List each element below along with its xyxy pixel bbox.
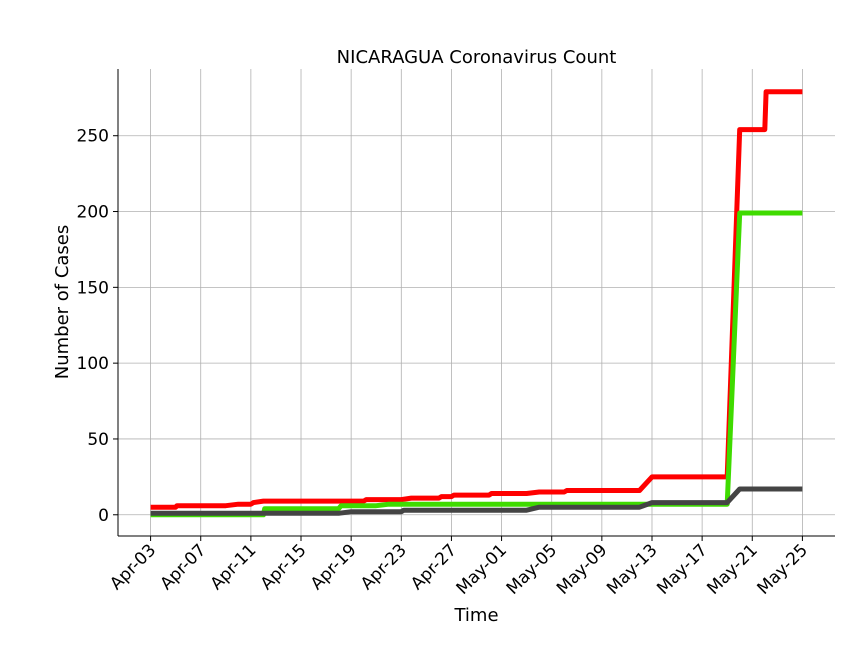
y-axis-label: Number of Cases <box>52 225 73 380</box>
x-tick-label: May-01 <box>453 540 511 598</box>
chart-title: NICARAGUA Coronavirus Count <box>337 47 617 68</box>
x-axis-label: Time <box>453 605 498 626</box>
x-tick-label: Apr-19 <box>307 540 361 594</box>
x-tick-label: Apr-15 <box>257 540 311 594</box>
x-tick-label: Apr-03 <box>106 540 160 594</box>
grid-lines <box>118 69 835 536</box>
x-tick-label: Apr-11 <box>207 540 261 594</box>
series-line-0 <box>150 89 803 510</box>
x-tick-label: May-09 <box>553 540 611 598</box>
y-tick-label: 0 <box>98 506 109 526</box>
series-line-2 <box>150 486 803 516</box>
series-line-1 <box>150 210 803 518</box>
x-tick-label: May-17 <box>653 540 711 598</box>
data-series <box>150 89 803 518</box>
x-tick-label: Apr-07 <box>156 540 210 594</box>
y-tick-label: 100 <box>77 354 109 374</box>
axes: Apr-03Apr-07Apr-11Apr-15Apr-19Apr-23Apr-… <box>77 69 835 599</box>
x-tick-label: May-13 <box>603 540 661 598</box>
x-tick-label: May-05 <box>503 540 561 598</box>
y-tick-label: 250 <box>77 127 109 147</box>
x-tick-label: May-21 <box>703 540 761 598</box>
y-tick-label: 200 <box>77 203 109 223</box>
y-tick-label: 50 <box>87 430 109 450</box>
x-tick-label: May-25 <box>754 540 812 598</box>
x-tick-label: Apr-23 <box>357 540 411 594</box>
y-tick-label: 150 <box>77 278 109 298</box>
